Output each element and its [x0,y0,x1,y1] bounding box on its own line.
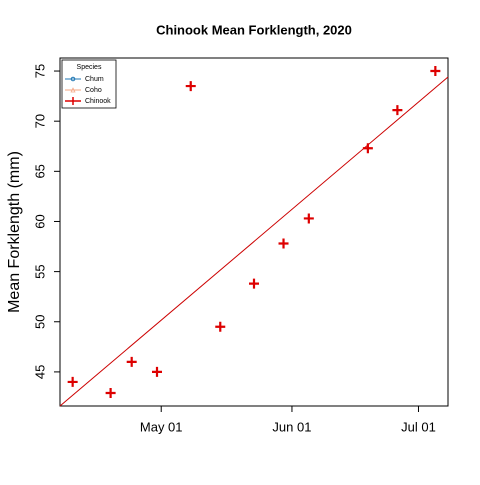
point [105,387,116,398]
point [185,81,196,92]
point [430,66,441,77]
point [278,238,289,249]
point [67,376,78,387]
y-tick-label: 45 [32,365,47,379]
legend-symbol [70,76,76,82]
y-tick-label: 60 [32,214,47,228]
y-tick-label: 75 [32,64,47,78]
legend-label: Chinook [85,98,111,105]
chart-title: Chinook Mean Forklength, 2020 [156,22,352,37]
legend-box [61,59,117,109]
point [392,105,403,116]
x-tick-label: Jul 01 [401,419,436,434]
legend-symbol [70,87,76,93]
y-axis-label: Mean Forklength (mm) [6,151,23,313]
y-tick-label: 50 [32,315,47,329]
point [126,356,137,367]
trend-line [59,76,449,407]
y-tick-label: 70 [32,114,47,128]
point [249,278,259,289]
x-tick-label: Jun 01 [272,419,311,434]
point [303,213,314,224]
point [362,143,373,154]
plot-box [59,57,449,407]
y-tick-label: 55 [32,264,47,278]
point [215,321,226,332]
legend-label: Chum [85,76,104,83]
x-tick-label: May 01 [140,419,183,434]
legend-label: Coho [85,87,102,94]
y-tick-label: 65 [32,164,47,178]
point [152,366,162,377]
legend-title: Species [77,64,102,71]
